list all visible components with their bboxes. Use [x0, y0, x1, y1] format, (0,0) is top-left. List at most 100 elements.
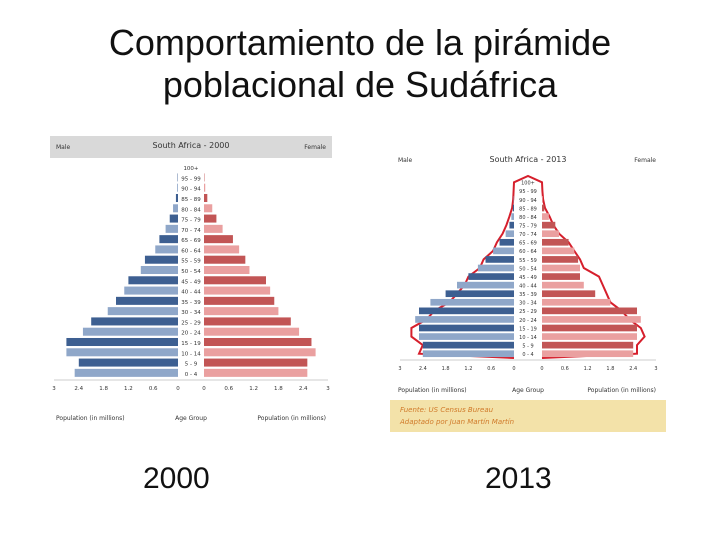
- bar-female: [204, 348, 316, 357]
- caption-2000: 2000: [143, 462, 210, 495]
- bar-male: [419, 324, 514, 332]
- age-group-label: 90 - 94: [181, 187, 201, 193]
- x-tick-label-right: 0: [540, 366, 543, 372]
- bar-male: [445, 290, 514, 298]
- bar-female: [542, 230, 560, 238]
- x-tick-label-left: 0.6: [487, 366, 495, 372]
- x-tick-label-right: 0.6: [561, 366, 569, 372]
- x-tick-label-left: 2.4: [419, 366, 427, 372]
- bar-female: [204, 327, 300, 336]
- age-group-label: 75 - 79: [519, 223, 537, 229]
- age-group-label: 60 - 64: [519, 249, 537, 255]
- x-axis-label-left: Population (in millions): [56, 415, 125, 422]
- bar-female: [542, 324, 637, 332]
- bar-male: [511, 213, 514, 220]
- chart-title: South Africa - 2000: [153, 141, 230, 150]
- bar-male: [415, 316, 514, 323]
- bar-female: [204, 265, 250, 275]
- bar-male: [66, 337, 178, 347]
- age-group-label: 95 - 99: [519, 189, 537, 195]
- bar-male: [165, 224, 178, 233]
- age-group-label: 20 - 24: [519, 318, 537, 324]
- x-tick-label-left: 0: [176, 386, 180, 392]
- slide-title: Comportamiento de la pirámide poblaciona…: [0, 22, 720, 106]
- bar-female: [542, 256, 579, 263]
- pyramid-2013-panel: Male Female South Africa - 2013 0 - 4 5 -…: [390, 148, 666, 432]
- bar-male: [419, 307, 514, 315]
- age-group-label: 0 - 4: [185, 372, 198, 378]
- bar-female: [542, 264, 580, 272]
- bar-female: [204, 286, 271, 295]
- bar-male: [509, 221, 514, 229]
- bar-female: [204, 214, 217, 223]
- age-group-label: 70 - 74: [519, 232, 537, 238]
- bar-male: [74, 368, 178, 377]
- bar-female: [204, 224, 223, 233]
- bar-female: [204, 183, 206, 192]
- age-group-label: 25 - 29: [519, 309, 537, 315]
- bar-male: [485, 256, 514, 263]
- x-tick-label-left: 1.2: [464, 366, 472, 372]
- bar-male: [155, 245, 178, 254]
- bar-male: [159, 235, 178, 244]
- slide-title-line-1: Comportamiento de la pirámide: [108, 22, 612, 63]
- slide-title-line-2: poblacional de Sudáfrica: [162, 64, 558, 105]
- age-group-label: 50 - 54: [519, 266, 537, 272]
- male-label: Male: [398, 157, 413, 164]
- age-group-label: 5 - 9: [185, 362, 198, 368]
- age-group-label: 30 - 34: [181, 310, 201, 316]
- x-tick-label-right: 1.8: [274, 386, 283, 392]
- bar-female: [542, 213, 549, 220]
- age-group-label: 10 - 14: [181, 351, 201, 357]
- age-group-label: 25 - 29: [181, 320, 201, 326]
- chart-header-bar: [50, 136, 332, 158]
- x-tick-label-right: 1.8: [606, 366, 614, 372]
- bar-male: [175, 193, 178, 203]
- pyramid-2000-panel: Male Female South Africa - 2000 0 - 4 5 -…: [50, 132, 332, 432]
- bar-female: [542, 221, 556, 229]
- bar-male: [144, 255, 178, 264]
- male-label: Male: [56, 144, 71, 151]
- age-group-label: 45 - 49: [181, 279, 201, 285]
- bar-female: [204, 368, 308, 377]
- x-tick-label-left: 1.2: [124, 386, 133, 392]
- bar-female: [542, 350, 634, 358]
- x-tick-label-right: 2.4: [299, 386, 308, 392]
- age-group-label: 40 - 44: [181, 290, 201, 296]
- bar-male: [422, 350, 514, 358]
- bar-female: [204, 307, 279, 316]
- pyramid-2013-chart: Male Female South Africa - 2013 0 - 4 5 -…: [390, 148, 666, 432]
- female-label: Female: [304, 144, 326, 151]
- x-axis-label-left: Population (in millions): [398, 387, 467, 394]
- age-group-label: 15 - 19: [519, 326, 537, 332]
- age-group-label: 55 - 59: [181, 259, 201, 265]
- age-group-label: 85 - 89: [519, 206, 537, 212]
- bar-male: [78, 358, 178, 367]
- bar-female: [204, 296, 275, 305]
- x-tick-label-right: 1.2: [584, 366, 592, 372]
- x-tick-label-left: 1.8: [99, 386, 108, 392]
- bar-female: [542, 341, 634, 349]
- bar-female: [204, 255, 246, 264]
- x-axis-label-right: Population (in millions): [257, 415, 326, 422]
- bar-female: [542, 281, 584, 289]
- chart-title: South Africa - 2013: [490, 155, 567, 164]
- age-group-label: 90 - 94: [519, 198, 537, 204]
- age-group-label: 15 - 19: [181, 341, 201, 347]
- age-group-label: 65 - 69: [181, 238, 201, 244]
- pyramid-2000-chart: Male Female South Africa - 2000 0 - 4 5 -…: [50, 132, 332, 432]
- bar-male: [66, 348, 178, 357]
- bar-female: [204, 337, 312, 347]
- bar-female: [542, 238, 569, 246]
- age-group-label: 20 - 24: [181, 331, 201, 337]
- bar-male: [128, 276, 178, 285]
- age-group-label: 65 - 69: [519, 241, 537, 247]
- bar-male: [493, 247, 514, 255]
- bar-female: [204, 193, 208, 203]
- x-tick-label-left: 1.8: [442, 366, 450, 372]
- x-tick-label-left: 0: [512, 366, 515, 372]
- bar-female: [542, 196, 543, 203]
- bar-female: [542, 316, 641, 323]
- age-group-label: 100+: [183, 166, 198, 172]
- age-group-label: 60 - 64: [181, 248, 201, 254]
